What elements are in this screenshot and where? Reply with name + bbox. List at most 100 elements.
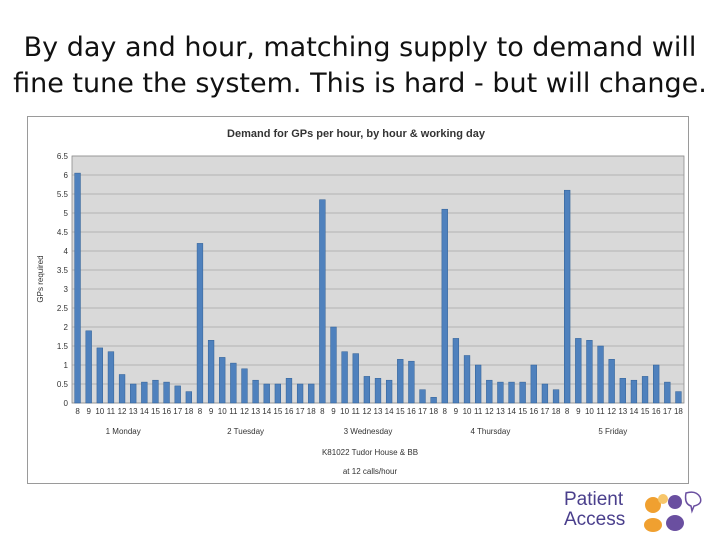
x-tick-label: 8: [198, 407, 203, 416]
bar: [597, 345, 604, 404]
x-tick-label: 16: [407, 407, 416, 416]
x-tick-label: 9: [86, 407, 91, 416]
bar: [107, 351, 115, 404]
x-tick-label: 14: [385, 407, 394, 416]
bar-chart: Demand for GPs per hour, by hour & worki…: [36, 128, 685, 476]
x-tick-label: 13: [374, 407, 383, 416]
slide-title-line2: fine tune the system. This is hard - but…: [13, 68, 707, 99]
y-tick-label: 3: [64, 285, 69, 294]
x-tick-label: 12: [362, 407, 371, 416]
day-label: 4 Thursday: [470, 427, 510, 436]
bar: [486, 379, 493, 404]
x-tick-label: 10: [95, 407, 104, 416]
x-tick-label: 11: [107, 407, 116, 416]
x-tick-label: 15: [273, 407, 282, 416]
bar: [530, 364, 537, 404]
x-tick-label: 13: [496, 407, 505, 416]
day-label: 5 Friday: [598, 427, 627, 436]
bar: [130, 383, 137, 404]
x-axis-ticks: 8 9 10 11 12 13 14 15 16 17 18 8 9 10 11 12 13 14 15 16 17 18…: [75, 407, 683, 416]
bar: [508, 381, 515, 404]
y-axis-label: GPs required: [36, 255, 45, 302]
y-tick-label: 0: [64, 399, 69, 408]
x-tick-label: 11: [474, 407, 483, 416]
x-tick-label: 10: [340, 407, 349, 416]
x-axis-label-line1: K81022 Tudor House & BB: [322, 448, 418, 457]
bar: [230, 362, 237, 404]
x-tick-label: 16: [652, 407, 661, 416]
bar: [352, 353, 359, 404]
bar: [475, 364, 482, 404]
bar: [430, 397, 437, 404]
bar: [163, 381, 170, 404]
x-tick-label: 9: [576, 407, 581, 416]
x-tick-label: 18: [429, 407, 438, 416]
x-tick-label: 11: [596, 407, 605, 416]
x-tick-label: 17: [540, 407, 549, 416]
bar: [586, 340, 593, 404]
bar: [252, 379, 259, 404]
bar: [541, 383, 549, 404]
bar: [564, 189, 571, 404]
x-tick-label: 17: [418, 407, 427, 416]
x-tick-label: 10: [463, 407, 472, 416]
logo-people-icon: [644, 491, 702, 532]
x-tick-label: 12: [118, 407, 127, 416]
bar: [219, 357, 226, 404]
y-tick-label: 2.5: [57, 304, 69, 313]
x-tick-label: 16: [162, 407, 171, 416]
bar: [330, 326, 337, 404]
x-tick-label: 13: [129, 407, 138, 416]
y-tick-label: 2: [64, 323, 69, 332]
bar: [463, 355, 471, 404]
x-tick-label: 16: [529, 407, 538, 416]
x-tick-label: 13: [618, 407, 627, 416]
x-tick-label: 14: [629, 407, 638, 416]
x-tick-label: 10: [218, 407, 227, 416]
x-tick-label: 17: [296, 407, 305, 416]
logo-text: Patient Access: [564, 490, 625, 530]
y-tick-label: 5: [64, 209, 69, 218]
bar: [675, 391, 682, 404]
x-tick-label: 9: [454, 407, 459, 416]
bar: [96, 347, 103, 404]
slide-title: By day and hour, matching supply to dema…: [0, 30, 720, 102]
bar: [641, 376, 649, 404]
x-tick-label: 15: [396, 407, 405, 416]
x-tick-label: 12: [485, 407, 494, 416]
x-tick-label: 14: [507, 407, 516, 416]
day-label: 3 Wednesday: [344, 427, 393, 436]
bar: [374, 378, 382, 404]
slide-title-line1: By day and hour, matching supply to dema…: [23, 32, 697, 63]
bar: [575, 338, 582, 404]
bar: [308, 383, 315, 404]
bar: [85, 330, 92, 404]
bar: [630, 379, 638, 404]
x-tick-label: 11: [352, 407, 361, 416]
bar: [263, 383, 270, 404]
bar: [141, 381, 148, 404]
bar: [385, 379, 393, 404]
x-tick-label: 12: [607, 407, 616, 416]
logo-text-line2: Access: [564, 509, 626, 530]
x-axis-label-line2: at 12 calls/hour: [343, 467, 398, 476]
bar: [274, 383, 281, 404]
bar: [196, 243, 204, 404]
x-tick-label: 9: [209, 407, 214, 416]
bar: [285, 378, 293, 404]
x-tick-label: 18: [184, 407, 193, 416]
x-tick-label: 15: [151, 407, 160, 416]
chart-frame: Demand for GPs per hour, by hour & worki…: [27, 116, 689, 484]
plot-area: [71, 155, 685, 404]
bar: [619, 378, 626, 404]
x-tick-label: 8: [565, 407, 570, 416]
y-tick-label: 4.5: [57, 228, 69, 237]
bar: [397, 359, 404, 404]
bar: [653, 364, 660, 404]
x-tick-label: 18: [552, 407, 561, 416]
y-tick-label: 6.5: [57, 152, 69, 161]
bar: [241, 368, 248, 404]
x-tick-label: 14: [140, 407, 149, 416]
y-tick-label: 6: [64, 171, 69, 180]
y-tick-label: 5.5: [57, 190, 69, 199]
